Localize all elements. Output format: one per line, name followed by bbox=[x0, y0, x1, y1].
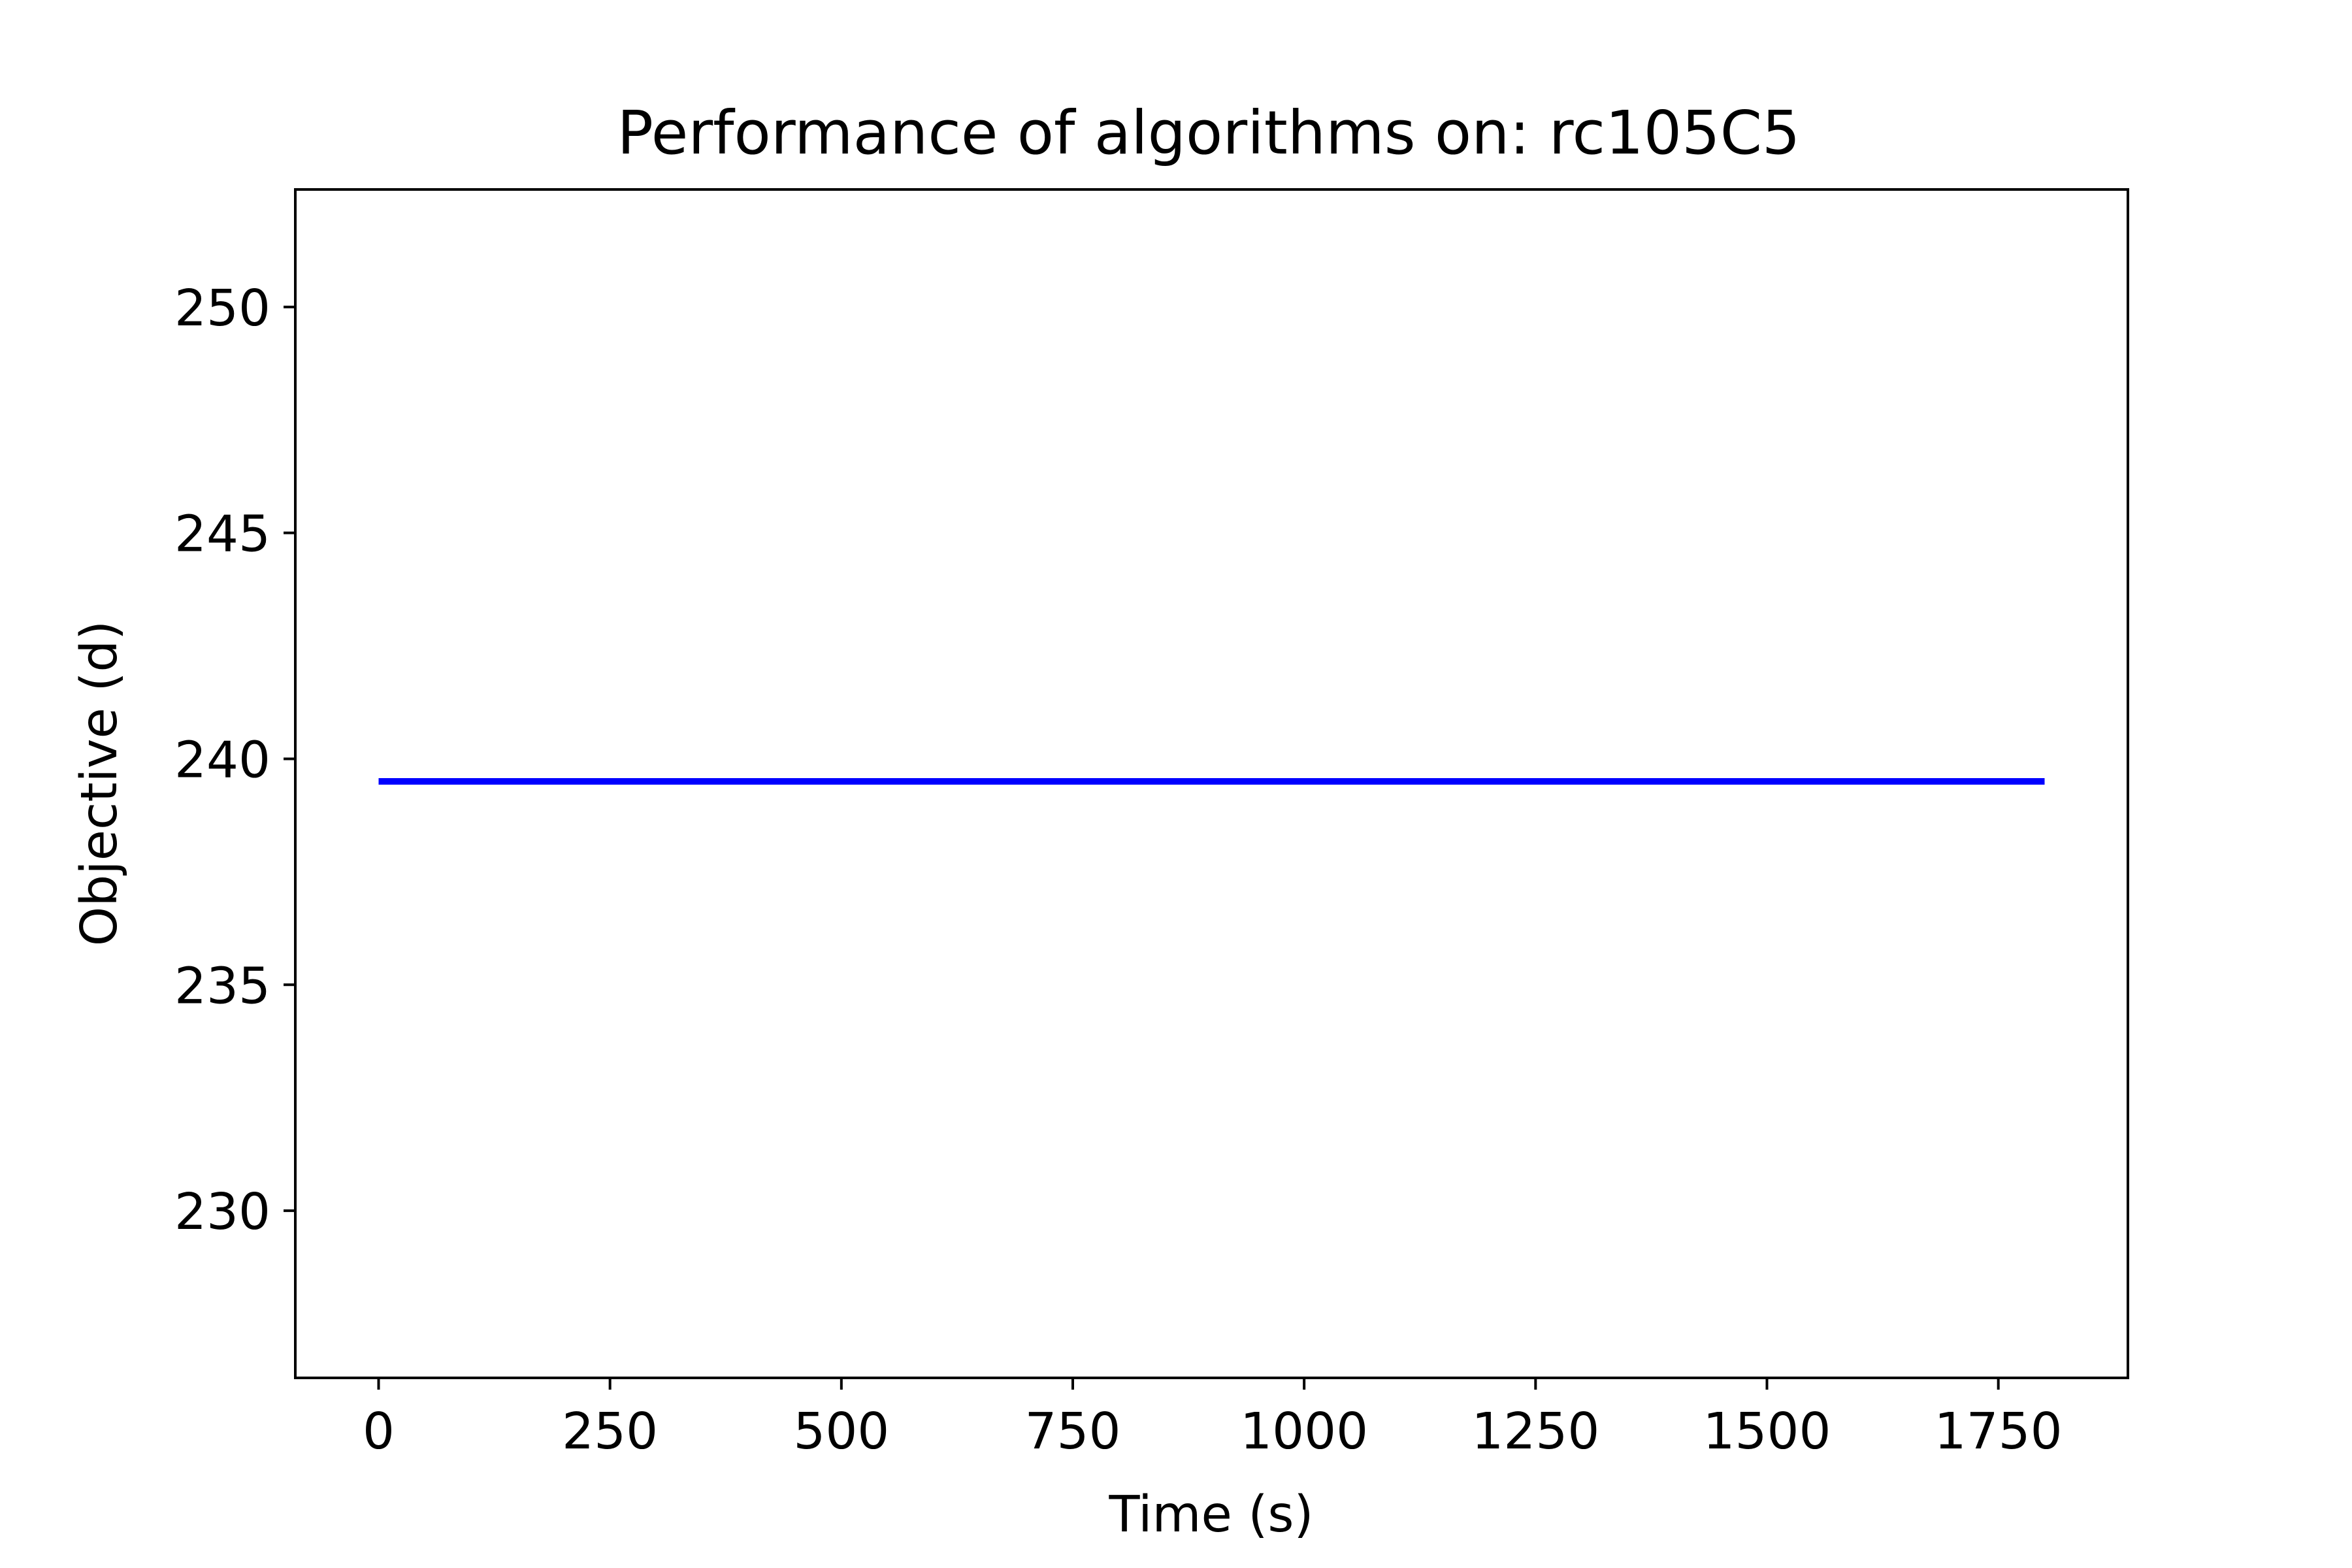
y-tick-label: 235 bbox=[174, 957, 270, 1015]
x-tick-label: 1500 bbox=[1703, 1403, 1831, 1461]
x-tick-label: 1250 bbox=[1471, 1403, 1599, 1461]
x-tick-label: 250 bbox=[562, 1403, 658, 1461]
x-tick-label: 1000 bbox=[1240, 1403, 1368, 1461]
x-tick-label: 1750 bbox=[1935, 1403, 2063, 1461]
y-tick-label: 230 bbox=[174, 1183, 270, 1241]
x-axis-label: Time (s) bbox=[1108, 1486, 1313, 1544]
x-tick-label: 0 bbox=[363, 1403, 395, 1461]
plot-frame bbox=[294, 188, 2129, 1379]
x-axis-ticks: 0 250 500 750 1000 1250 1500 1750 bbox=[363, 1378, 2063, 1461]
y-tick-label: 240 bbox=[174, 731, 270, 789]
y-axis-ticks: 230 235 240 245 250 bbox=[174, 280, 295, 1241]
y-tick-label: 245 bbox=[174, 506, 270, 564]
x-tick-label: 500 bbox=[793, 1403, 889, 1461]
y-tick-label: 250 bbox=[174, 280, 270, 338]
x-tick-label: 750 bbox=[1025, 1403, 1121, 1461]
chart-title: Performance of algorithms on: rc105C5 bbox=[617, 98, 1801, 168]
y-axis-label: Objective (d) bbox=[71, 621, 129, 947]
